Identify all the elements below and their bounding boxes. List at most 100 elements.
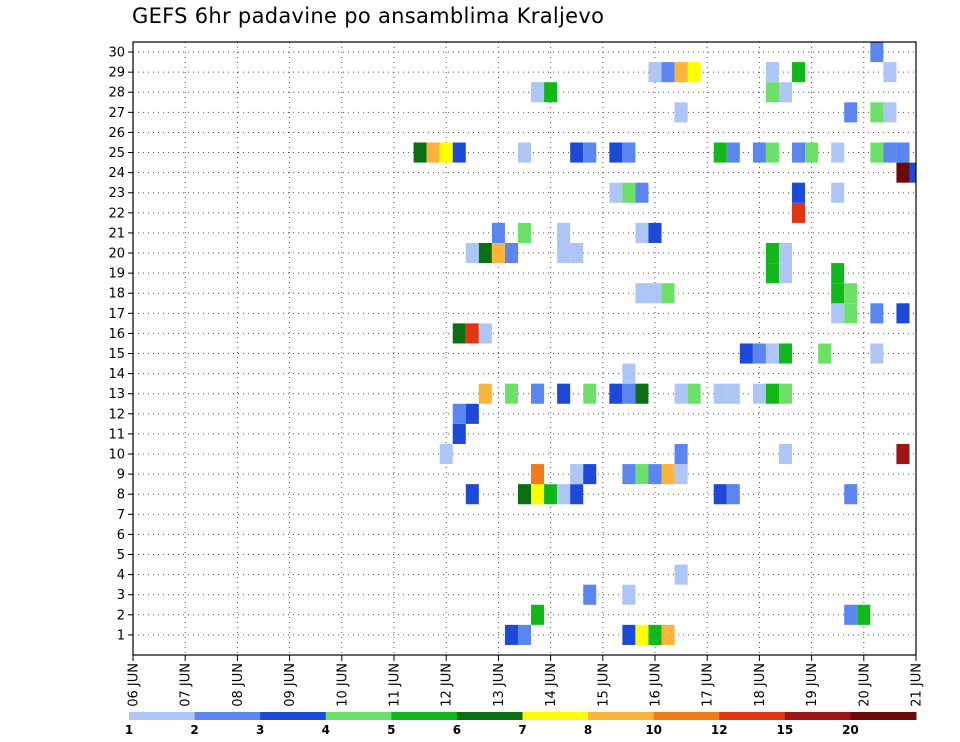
y-tick-label: 22 xyxy=(108,206,125,221)
heatmap-cell xyxy=(687,62,701,83)
y-tick-label: 17 xyxy=(108,307,125,322)
heatmap-cell xyxy=(752,142,766,163)
heatmap-cell xyxy=(844,102,858,123)
heatmap-cell xyxy=(570,484,584,505)
y-tick-label: 26 xyxy=(108,126,125,141)
heatmap-cell xyxy=(857,604,871,625)
heatmap-cell xyxy=(831,303,845,324)
heatmap-cell xyxy=(504,383,518,404)
heatmap-cell xyxy=(648,464,662,485)
grid-lines xyxy=(132,42,917,655)
heatmap-cell xyxy=(452,142,466,163)
x-axis: 06 JUN 07 JUN 08 JUN 09 JUN 10 JUN 11 JUN 12 J… xyxy=(127,655,925,707)
heatmap-cell xyxy=(674,564,688,585)
colorbar-tick-label: 7 xyxy=(518,723,526,737)
heatmap-cell xyxy=(609,142,623,163)
heatmap-cell xyxy=(635,283,649,304)
heatmap-cell xyxy=(491,242,505,264)
heatmap-cell xyxy=(844,604,858,625)
heatmap-cell xyxy=(557,484,571,505)
heatmap-cell xyxy=(739,343,753,364)
x-tick-label: 10 JUN xyxy=(335,663,350,707)
y-tick-label: 10 xyxy=(108,448,125,463)
heatmap-cell xyxy=(831,283,845,304)
heatmap-cell xyxy=(844,283,858,304)
heatmap-cell xyxy=(544,82,558,103)
colorbar-tick-label: 8 xyxy=(584,723,592,737)
y-tick-label: 16 xyxy=(108,327,125,342)
colorbar-tick-label: 3 xyxy=(256,723,264,737)
heatmap-cell xyxy=(765,142,779,163)
heatmap-cell xyxy=(870,343,884,364)
heatmap-cell xyxy=(661,464,675,485)
heatmap-cell xyxy=(674,62,688,83)
heatmap-cell xyxy=(531,383,545,404)
heatmap-cell xyxy=(792,202,806,223)
x-tick-label: 12 JUN xyxy=(440,663,455,707)
colorbar-swatch xyxy=(391,712,458,720)
heatmap-cell xyxy=(896,303,910,324)
y-tick-label: 15 xyxy=(108,347,125,362)
colorbar-swatch xyxy=(588,712,655,720)
y-tick-label: 30 xyxy=(108,46,125,61)
heatmap-cell xyxy=(583,584,597,605)
heatmap-cell xyxy=(844,303,858,324)
x-tick-label: 11 JUN xyxy=(388,663,403,707)
heatmap-cell xyxy=(778,343,793,364)
heatmap-cell xyxy=(517,142,532,163)
colorbar-tick-label: 6 xyxy=(453,723,461,737)
heatmap-cell xyxy=(778,383,793,404)
heatmap-cell xyxy=(583,383,597,404)
colorbar-swatch xyxy=(194,712,261,720)
plot-frame xyxy=(132,41,917,656)
y-tick-label: 5 xyxy=(117,548,125,563)
colorbar-tick-label: 4 xyxy=(322,723,330,737)
colorbar-swatch xyxy=(522,712,589,720)
heatmap-cell xyxy=(870,142,884,163)
x-tick-label: 06 JUN xyxy=(127,663,142,707)
y-tick-label: 8 xyxy=(117,488,125,503)
colorbar-swatch xyxy=(784,712,851,720)
heatmap-cell xyxy=(622,464,636,485)
heatmap-cell xyxy=(792,62,806,83)
colorbar-tick-label: 20 xyxy=(842,723,859,737)
colorbar-tick-label: 5 xyxy=(387,723,395,737)
heatmap-cell xyxy=(517,484,532,505)
heatmap-cell xyxy=(778,263,793,284)
heatmap-cell xyxy=(609,383,623,404)
colorbar-swatch xyxy=(325,712,392,720)
heatmap-cell xyxy=(622,142,636,163)
heatmap-cell xyxy=(491,222,505,243)
heatmap-cell xyxy=(622,182,636,203)
heatmap-cell xyxy=(726,142,740,163)
heatmap-cell xyxy=(765,82,779,103)
heatmap-cell xyxy=(883,102,897,123)
heatmap-cell xyxy=(557,222,571,243)
chart-title: GEFS 6hr padavine po ansamblima Kraljevo xyxy=(132,4,605,28)
heatmap-cell xyxy=(883,142,897,163)
heatmap-cell xyxy=(648,624,662,645)
heatmap-cell xyxy=(883,62,897,83)
heatmap-cell xyxy=(583,142,597,163)
x-tick-label: 16 JUN xyxy=(649,663,664,707)
x-tick-label: 07 JUN xyxy=(179,663,194,707)
y-tick-label: 11 xyxy=(108,427,125,442)
y-tick-label: 12 xyxy=(108,407,125,422)
heatmap-cell xyxy=(452,403,466,424)
x-tick-label: 15 JUN xyxy=(596,663,611,707)
heatmap-cell xyxy=(713,142,727,163)
heatmap-cell xyxy=(713,383,727,404)
heatmap-cell xyxy=(517,222,532,243)
y-tick-label: 7 xyxy=(117,508,125,523)
heatmap-cell xyxy=(896,162,910,183)
x-tick-label: 13 JUN xyxy=(492,663,507,707)
heatmap-cell xyxy=(635,222,649,243)
heatmap-cell xyxy=(765,62,779,83)
colorbar-swatch xyxy=(719,712,786,720)
colorbar-tick-label: 12 xyxy=(711,723,728,737)
heatmap-cell xyxy=(504,242,518,264)
heatmap-cell xyxy=(635,624,649,645)
y-tick-label: 29 xyxy=(108,66,125,81)
heatmap-cell xyxy=(687,383,701,404)
